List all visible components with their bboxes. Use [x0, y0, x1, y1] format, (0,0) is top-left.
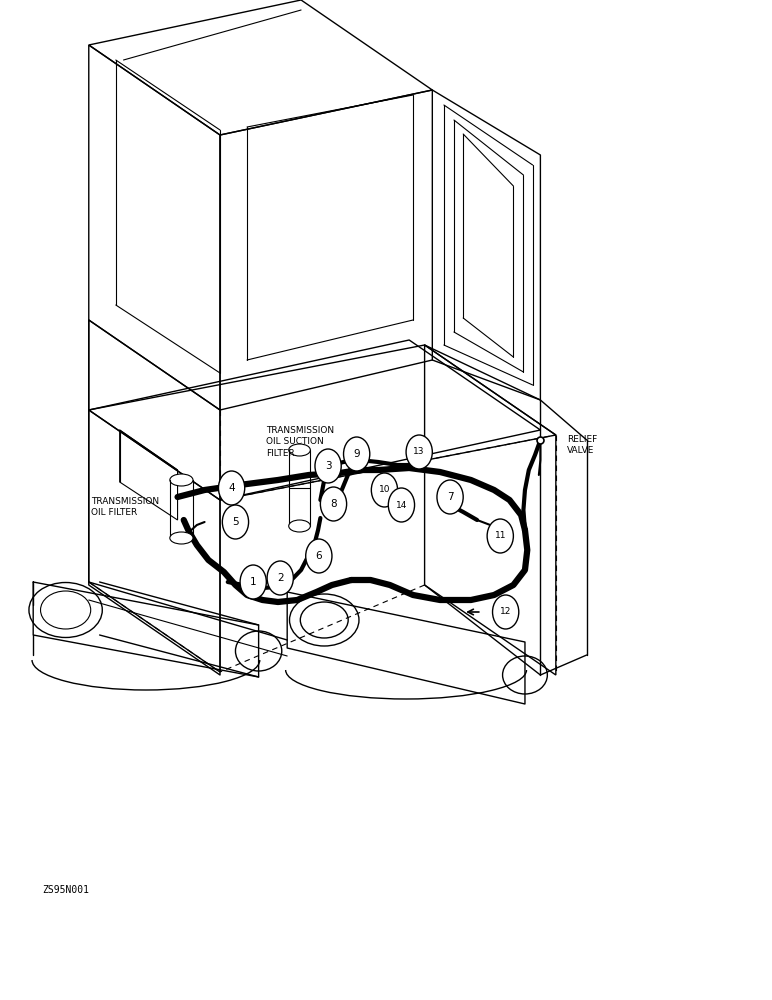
Circle shape [388, 488, 415, 522]
Circle shape [315, 449, 341, 483]
Circle shape [344, 437, 370, 471]
Text: 1: 1 [250, 577, 256, 587]
Text: 2: 2 [277, 573, 283, 583]
Circle shape [437, 480, 463, 514]
Text: RELIEF
VALVE: RELIEF VALVE [567, 435, 598, 455]
Circle shape [406, 435, 432, 469]
Text: 5: 5 [232, 517, 239, 527]
Circle shape [222, 505, 249, 539]
Text: 11: 11 [495, 532, 506, 540]
Text: 4: 4 [229, 483, 235, 493]
Text: TRANSMISSION
OIL SUCTION
FILTER: TRANSMISSION OIL SUCTION FILTER [266, 426, 334, 458]
Text: 3: 3 [325, 461, 331, 471]
Text: 12: 12 [500, 607, 511, 616]
Ellipse shape [170, 532, 193, 544]
Circle shape [267, 561, 293, 595]
Text: 14: 14 [396, 500, 407, 510]
Circle shape [218, 471, 245, 505]
Text: 7: 7 [447, 492, 453, 502]
Text: TRANSMISSION
OIL FILTER: TRANSMISSION OIL FILTER [91, 497, 159, 517]
Ellipse shape [170, 474, 193, 486]
Text: 13: 13 [414, 448, 425, 456]
Text: ZS95N001: ZS95N001 [42, 885, 90, 895]
Circle shape [320, 487, 347, 521]
Ellipse shape [289, 520, 310, 532]
Text: 10: 10 [379, 486, 390, 494]
Text: 8: 8 [330, 499, 337, 509]
Text: 6: 6 [316, 551, 322, 561]
Ellipse shape [289, 444, 310, 456]
Text: 9: 9 [354, 449, 360, 459]
Circle shape [371, 473, 398, 507]
Circle shape [487, 519, 513, 553]
Circle shape [493, 595, 519, 629]
Circle shape [240, 565, 266, 599]
Circle shape [306, 539, 332, 573]
